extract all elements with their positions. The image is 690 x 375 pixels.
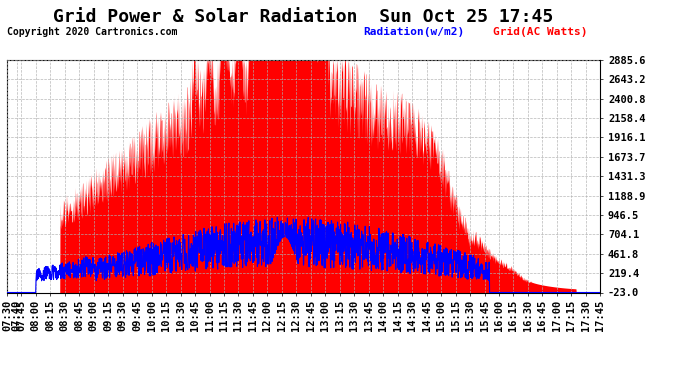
- Text: Grid Power & Solar Radiation  Sun Oct 25 17:45: Grid Power & Solar Radiation Sun Oct 25 …: [54, 8, 553, 26]
- Text: Copyright 2020 Cartronics.com: Copyright 2020 Cartronics.com: [7, 27, 177, 37]
- Text: Grid(AC Watts): Grid(AC Watts): [493, 27, 588, 37]
- Text: Radiation(w/m2): Radiation(w/m2): [363, 27, 464, 37]
